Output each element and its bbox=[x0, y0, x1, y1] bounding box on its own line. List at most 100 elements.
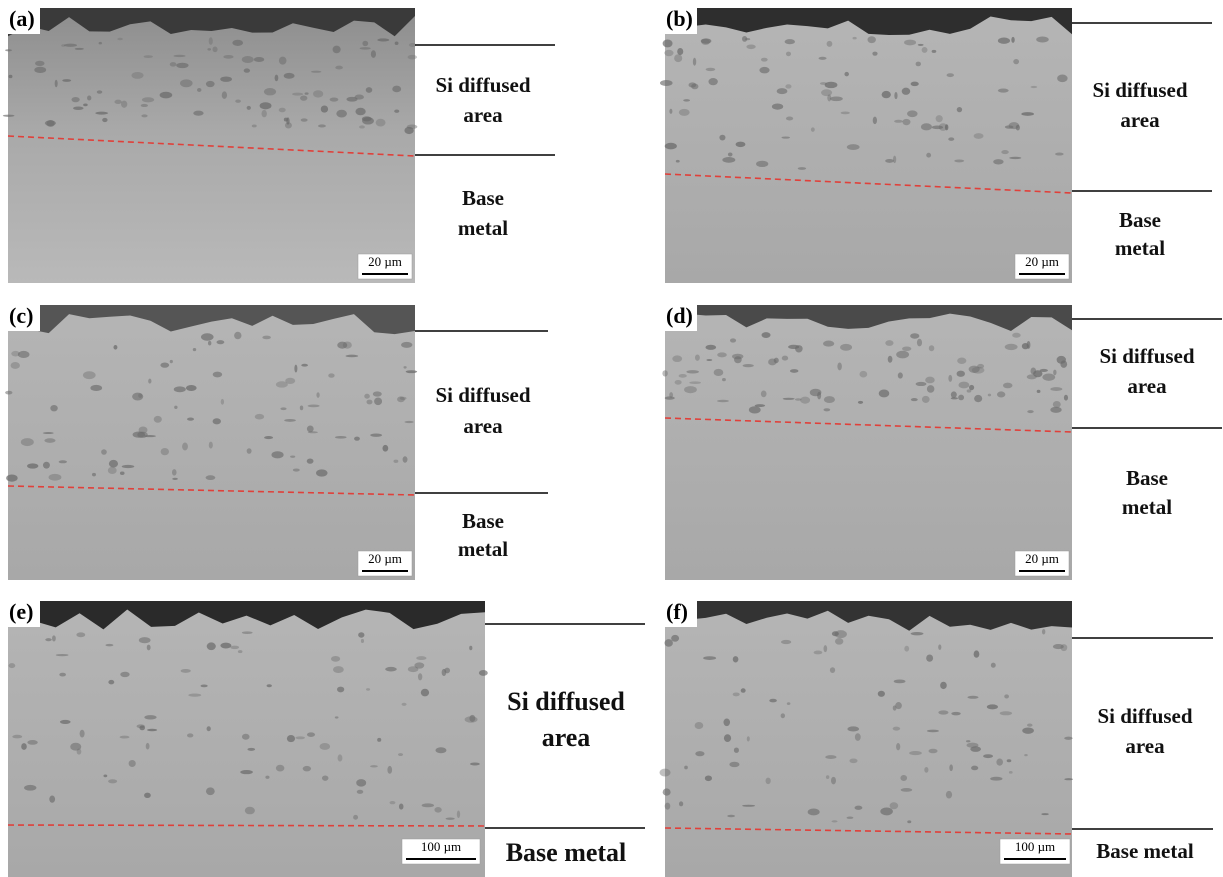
particle bbox=[734, 747, 739, 752]
particle bbox=[49, 474, 62, 481]
particle bbox=[890, 802, 899, 809]
particle bbox=[87, 96, 91, 101]
region-label: Base metal bbox=[1096, 839, 1194, 863]
particle bbox=[409, 43, 416, 47]
particle bbox=[364, 394, 370, 399]
particle bbox=[337, 687, 344, 693]
particle bbox=[172, 478, 178, 480]
particle bbox=[777, 88, 788, 94]
particle bbox=[120, 472, 125, 475]
particle bbox=[847, 144, 860, 150]
particle bbox=[717, 352, 727, 357]
particle bbox=[148, 379, 151, 384]
particle bbox=[948, 375, 952, 382]
particle bbox=[188, 693, 201, 696]
particle bbox=[292, 93, 303, 96]
particle bbox=[717, 400, 729, 403]
particle bbox=[1037, 390, 1041, 393]
particle bbox=[355, 108, 365, 115]
particle bbox=[260, 102, 272, 109]
particle bbox=[392, 86, 401, 93]
particle bbox=[814, 651, 823, 655]
particle bbox=[265, 776, 269, 779]
particle bbox=[403, 366, 406, 368]
particle bbox=[840, 344, 852, 351]
particle bbox=[948, 137, 954, 141]
particle bbox=[370, 434, 382, 437]
particle bbox=[34, 67, 46, 73]
particle bbox=[252, 125, 257, 128]
particle bbox=[830, 667, 835, 673]
particle bbox=[954, 159, 964, 162]
particle bbox=[734, 356, 742, 363]
particle bbox=[435, 747, 446, 753]
particle bbox=[761, 390, 767, 397]
region-label: Si diffused bbox=[507, 687, 625, 716]
particle bbox=[769, 699, 777, 703]
particle bbox=[311, 71, 322, 73]
particle bbox=[786, 117, 793, 121]
particle bbox=[56, 654, 69, 656]
particle bbox=[121, 101, 127, 108]
particle bbox=[300, 96, 307, 101]
particle bbox=[434, 807, 441, 813]
particle bbox=[746, 44, 755, 49]
particle bbox=[395, 41, 399, 45]
particle bbox=[811, 127, 815, 131]
particle bbox=[727, 815, 735, 818]
region-label: area bbox=[542, 723, 591, 752]
particle bbox=[217, 340, 225, 344]
particle bbox=[663, 40, 673, 48]
panel: (f)Si diffusedareaBase metal100 µm bbox=[659, 599, 1213, 877]
particle bbox=[888, 356, 893, 363]
particle bbox=[728, 152, 733, 156]
particle bbox=[1012, 333, 1020, 338]
particle bbox=[308, 404, 320, 407]
particle bbox=[335, 66, 343, 70]
particle bbox=[781, 713, 785, 718]
particle bbox=[307, 732, 315, 737]
particle bbox=[669, 109, 672, 114]
particle bbox=[785, 84, 791, 88]
particle bbox=[320, 743, 331, 750]
particle bbox=[301, 364, 308, 367]
particle bbox=[3, 115, 15, 117]
particle bbox=[894, 92, 897, 99]
region-label: Base bbox=[1119, 208, 1161, 232]
particle bbox=[1022, 728, 1034, 734]
particle bbox=[675, 380, 682, 385]
particle bbox=[916, 62, 921, 67]
particle bbox=[885, 159, 894, 163]
particle bbox=[730, 338, 736, 342]
particle bbox=[147, 729, 157, 731]
particle bbox=[180, 79, 193, 87]
region-label: metal bbox=[1115, 236, 1165, 260]
particle bbox=[800, 397, 810, 404]
particle bbox=[1053, 644, 1064, 649]
particle bbox=[729, 762, 739, 767]
particle bbox=[1009, 771, 1013, 774]
particle bbox=[360, 47, 371, 49]
particle bbox=[826, 775, 829, 779]
panel-label: (e) bbox=[9, 599, 33, 624]
particle bbox=[408, 55, 417, 60]
particle bbox=[925, 377, 935, 384]
particle bbox=[470, 762, 480, 765]
particle bbox=[373, 391, 382, 396]
particle bbox=[52, 635, 56, 641]
particle bbox=[362, 41, 368, 46]
particle bbox=[679, 109, 690, 116]
particle bbox=[338, 754, 343, 761]
particle bbox=[949, 764, 953, 771]
particle bbox=[197, 88, 201, 92]
particle bbox=[114, 100, 121, 104]
region-label: metal bbox=[458, 537, 508, 561]
particle bbox=[358, 632, 364, 638]
particle bbox=[235, 100, 241, 103]
particle bbox=[5, 49, 12, 51]
particle bbox=[873, 117, 877, 125]
particle bbox=[689, 381, 701, 384]
particle bbox=[885, 340, 893, 346]
particle bbox=[902, 346, 911, 351]
particle bbox=[808, 808, 820, 815]
